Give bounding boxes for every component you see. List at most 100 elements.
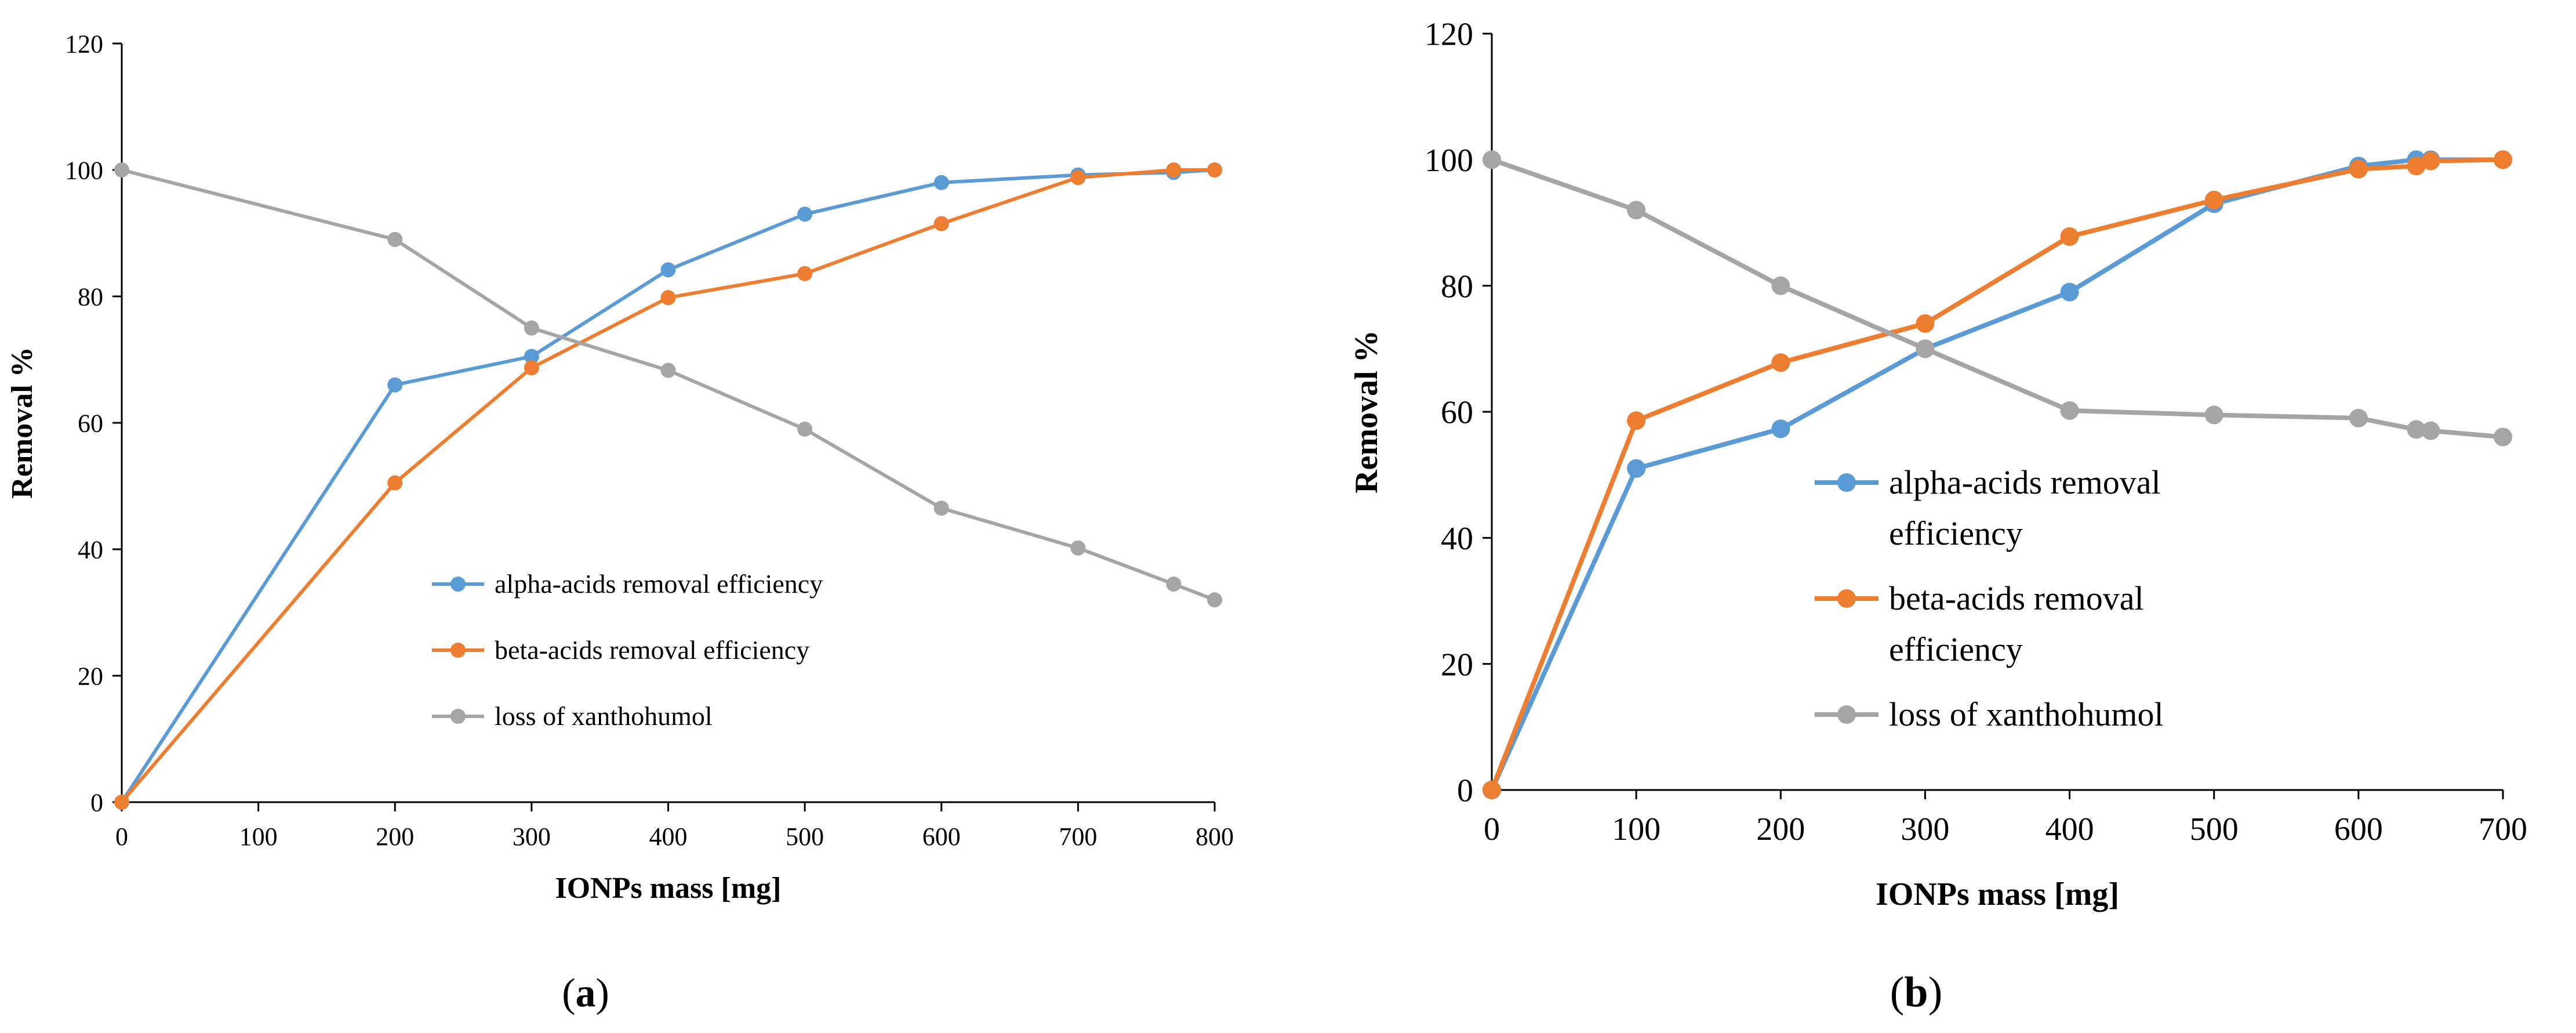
x-tick-label: 600 [922,822,961,851]
data-point [1166,576,1182,592]
data-point [2204,405,2223,425]
data-point [524,320,539,336]
legend-label: beta-acids removal efficiency [495,635,809,665]
legend-item: beta-acids removal efficiency [432,635,809,665]
data-point [2349,408,2368,427]
legend-label: beta-acids removal efficiency [1889,579,2144,668]
legend-label: loss of xanthohumol [495,701,713,731]
y-tick-label: 0 [90,788,103,817]
data-point [1627,411,1646,430]
data-point [797,206,813,222]
data-point [2407,420,2426,439]
data-point [524,360,539,376]
y-axis-title: Removal % [1349,330,1385,494]
data-point [1771,276,1790,295]
legend-swatch-marker [1837,473,1856,492]
x-tick-label: 700 [2479,811,2527,847]
legend-swatch-marker [450,577,466,592]
legend-swatch-marker [450,643,466,658]
x-tick-label: 300 [513,822,551,851]
legend-swatch-marker [1837,705,1856,724]
data-point [2407,157,2426,176]
data-point [933,501,949,516]
data-point [1916,339,1935,358]
legend-label: alpha-acids removal efficiency [1889,463,2161,552]
data-point [933,175,949,190]
y-tick-label: 120 [65,30,103,58]
legend-label: loss of xanthohumol [1889,695,2164,733]
data-point [2060,227,2079,246]
x-tick-label: 100 [239,822,278,851]
data-point [1070,170,1086,186]
data-point [2060,282,2079,302]
data-point [797,421,813,437]
data-point [797,266,813,281]
data-point [933,216,949,231]
data-point [2204,190,2223,209]
legend: alpha-acids removal efficiency beta-acids… [432,569,823,731]
panel-label: (b) [1890,969,1942,1016]
data-point [1483,150,1501,169]
y-tick-label: 0 [1457,773,1473,809]
data-point [114,162,129,177]
y-tick-label: 120 [1425,17,1473,53]
data-point [1627,459,1646,478]
x-axis-title: IONPs mass [mg] [1876,876,2119,912]
chart-a: 0 100 200 300 400 500 600 700 800 0 20 40 60 80 100 120… [6,30,1234,1016]
legend-item: loss of xanthohumol [432,701,713,731]
x-tick-label: 200 [1756,811,1805,847]
data-point [1771,419,1790,438]
x-tick-label: 500 [2190,811,2239,847]
data-point [1070,540,1086,556]
y-tick-label: 40 [78,535,103,564]
data-point [2349,160,2368,179]
y-tick-label: 100 [65,156,103,184]
legend-item: alpha-acids removal efficiency [432,569,823,599]
chart-b: 0 100 200 300 400 500 600 700 0 20 40 60 80 100 120 ION… [1349,17,2527,1016]
data-point [524,349,539,364]
data-point [1207,162,1222,177]
data-point [2494,150,2512,169]
data-point [1483,781,1501,799]
legend: alpha-acids removal efficiency beta-acids … [1815,463,2164,733]
x-tick-label: 0 [1484,811,1500,847]
y-tick-label: 40 [1441,521,1473,557]
data-point [2060,401,2079,420]
legend-item: alpha-acids removal efficiency [1815,463,2161,552]
data-point [1207,592,1222,608]
legend-label: alpha-acids removal efficiency [495,569,823,599]
data-point [387,475,403,491]
x-tick-label: 400 [2045,811,2094,847]
data-point [114,795,129,810]
x-tick-label: 100 [1612,811,1661,847]
y-tick-label: 20 [1441,647,1473,683]
series-1 [1483,150,2512,799]
panel-label: (a) [562,971,609,1016]
data-point [2494,427,2512,447]
series-2 [114,162,1222,608]
y-tick-label: 60 [1441,395,1473,431]
legend-item: beta-acids removal efficiency [1815,579,2144,668]
x-tick-label: 500 [786,822,824,851]
data-point [1916,314,1935,333]
y-tick-label: 60 [78,409,103,437]
y-tick-label: 100 [1425,143,1473,179]
data-point [387,231,403,247]
x-tick-label: 600 [2334,811,2383,847]
y-tick-label: 80 [1441,269,1473,305]
series-line [1491,157,2504,440]
y-tick-label: 20 [78,662,103,690]
legend-swatch-marker [1837,589,1856,608]
series-1 [114,162,1222,810]
y-tick-label: 80 [78,282,103,311]
data-point [660,290,676,306]
series-line [121,168,1216,601]
data-point [1627,201,1646,220]
x-tick-label: 200 [376,822,414,851]
series-2 [1483,150,2512,447]
data-point [1166,162,1182,177]
y-axis-title: Removal % [6,347,39,498]
data-point [1771,353,1790,372]
x-tick-label: 700 [1059,822,1097,851]
